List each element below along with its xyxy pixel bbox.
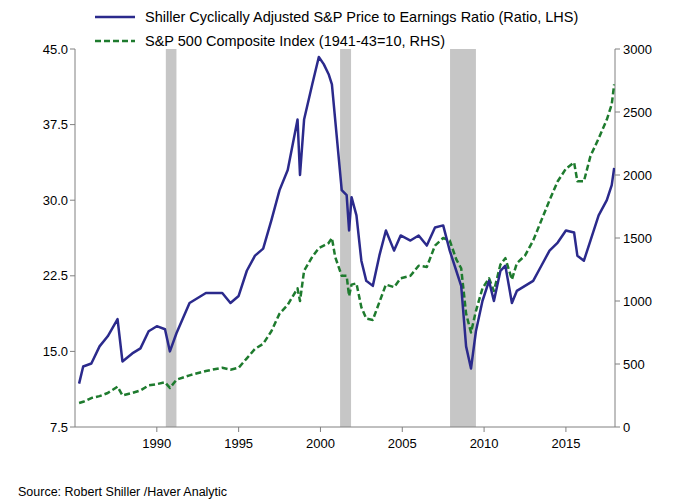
y-tick-label: 45.0 — [43, 42, 68, 57]
y-tick — [70, 124, 75, 125]
y-tick — [70, 351, 75, 352]
recession-band — [340, 49, 351, 427]
y-tick-label: 30.0 — [43, 193, 68, 208]
y2-tick — [615, 427, 620, 428]
y-tick-label: 7.5 — [50, 420, 68, 435]
x-tick — [484, 427, 485, 432]
y2-tick-label: 3000 — [623, 42, 652, 57]
y2-tick — [615, 175, 620, 176]
y-tick — [70, 49, 75, 50]
legend-label: Shiller Cyclically Adjusted S&P Price to… — [145, 9, 578, 25]
x-tick — [238, 427, 239, 432]
y2-tick — [615, 301, 620, 302]
legend-swatch — [95, 16, 135, 19]
legend: Shiller Cyclically Adjusted S&P Price to… — [95, 9, 578, 49]
y2-tick-label: 1000 — [623, 294, 652, 309]
y-tick — [70, 275, 75, 276]
legend-label: S&P 500 Composite Index (1941-43=10, RHS… — [145, 33, 445, 49]
x-axis-line — [75, 427, 615, 428]
x-tick — [565, 427, 566, 432]
x-tick-label: 1990 — [142, 436, 171, 451]
y2-tick-label: 0 — [623, 420, 630, 435]
recession-band — [450, 49, 476, 427]
x-tick — [402, 427, 403, 432]
series-lines — [79, 57, 614, 403]
recession-band — [166, 49, 177, 427]
y2-tick — [615, 112, 620, 113]
y-axis-line — [75, 49, 76, 427]
y-tick-label: 22.5 — [43, 268, 68, 283]
chart-container: 7.5 15.0 22.5 30.0 37.5 45.0 0 500 1000 1500 2000 2… — [0, 0, 700, 504]
series-line — [79, 57, 614, 384]
y2-tick — [615, 49, 620, 50]
series-line — [79, 84, 614, 403]
y2-tick-label: 500 — [623, 357, 645, 372]
x-tick — [156, 427, 157, 432]
x-tick-label: 2005 — [388, 436, 417, 451]
y2-tick-label: 2000 — [623, 168, 652, 183]
y-tick — [70, 200, 75, 201]
y2-tick-label: 1500 — [623, 231, 652, 246]
y-tick — [70, 427, 75, 428]
source-note: Source: Robert Shiller /Haver Analytic — [18, 485, 227, 499]
x-tick — [320, 427, 321, 432]
y2-tick — [615, 238, 620, 239]
x-tick-label: 1995 — [224, 436, 253, 451]
chart-svg: 7.5 15.0 22.5 30.0 37.5 45.0 0 500 1000 1500 2000 2… — [0, 0, 700, 504]
x-tick-label: 2015 — [551, 436, 580, 451]
y-tick-label: 15.0 — [43, 344, 68, 359]
x-tick-label: 2010 — [470, 436, 499, 451]
legend-swatch — [95, 40, 135, 43]
x-tick-label: 2000 — [306, 436, 335, 451]
y2-tick-label: 2500 — [623, 105, 652, 120]
y2-tick — [615, 364, 620, 365]
y-tick-label: 37.5 — [43, 117, 68, 132]
